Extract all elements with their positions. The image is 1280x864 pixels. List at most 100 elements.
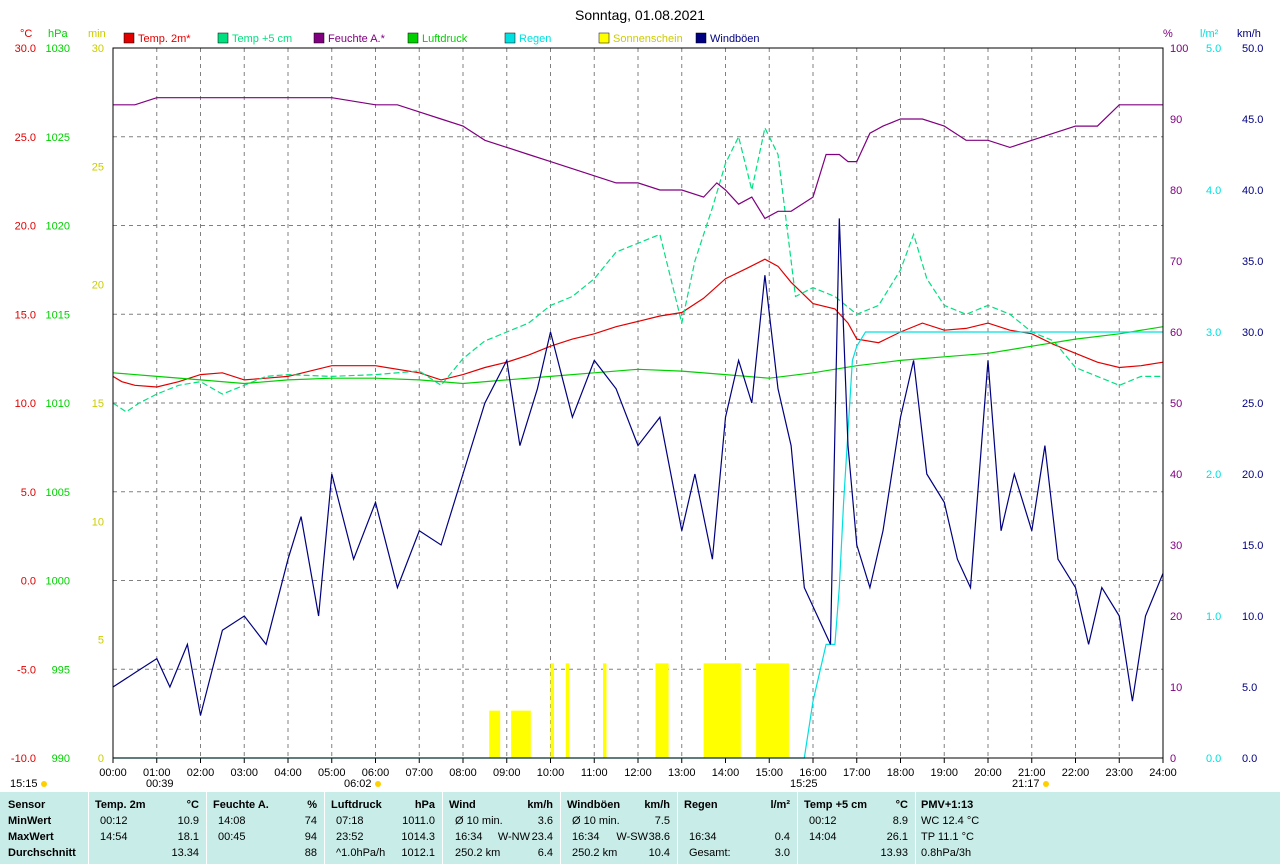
wind-dir: W-NW [497, 831, 530, 843]
humidity-value: 74 [304, 815, 317, 827]
rain-tick: 2.0 [1206, 469, 1221, 481]
time-tick: 03:00 [230, 767, 258, 779]
temp2m-value: 10.9 [177, 815, 199, 827]
moonset-label: 21:17 [1012, 778, 1040, 790]
sun-tick: 20 [92, 280, 104, 292]
rain-info: Gesamt: [689, 847, 731, 859]
moon-icon [41, 781, 47, 787]
table-separator [206, 792, 207, 864]
wind-info: Ø 10 min. [455, 815, 503, 827]
table-unit: °C [895, 799, 908, 811]
wind-tick: 40.0 [1242, 185, 1263, 197]
sunshine-bar [734, 663, 740, 758]
series-luftdruck [112, 326, 1164, 385]
temp2m-value: 18.1 [177, 831, 199, 843]
time-tick: 14:00 [712, 767, 740, 779]
weather-chart: Sonntag, 01.08.2021 Temp. 2m* Temp +5 cm F… [10, 7, 1263, 790]
sun-tick: 15 [92, 398, 104, 410]
sunshine-bar [756, 663, 789, 758]
table-separator [324, 792, 325, 864]
legend-swatch [123, 32, 135, 44]
sunshine-bars [489, 663, 789, 758]
humidity-tick: 90 [1170, 114, 1182, 126]
wind-value: 23.4 [531, 831, 553, 843]
time-tick: 04:00 [274, 767, 302, 779]
pressure-tick: 1025 [46, 132, 70, 144]
max-gust-time-label: 00:39 [146, 778, 174, 790]
humidity-tick: 80 [1170, 185, 1182, 197]
wind-tick: 30.0 [1242, 327, 1263, 339]
legend-label: Luftdruck [422, 33, 468, 45]
legend-swatch [407, 32, 419, 44]
unit-humidity: % [1163, 28, 1173, 40]
time-tick: 02:00 [187, 767, 215, 779]
table-separator [560, 792, 561, 864]
wind-tick: 45.0 [1242, 114, 1263, 126]
time-tick: 00:00 [99, 767, 127, 779]
series-regen [113, 331, 1163, 759]
rain-tick: 3.0 [1206, 327, 1221, 339]
temp5cm-value: 8.9 [892, 815, 908, 827]
table-separator [797, 792, 798, 864]
row-label: MinWert [8, 815, 52, 827]
temp-tick: -10.0 [11, 753, 36, 765]
pressure-tick: 1015 [46, 309, 70, 321]
time-tick: 11:00 [581, 767, 608, 779]
humidity-tick: 100 [1170, 43, 1188, 55]
unit-sun: min [88, 28, 106, 40]
wind-tick: 35.0 [1242, 256, 1263, 268]
legend-swatch [504, 32, 516, 44]
sunshine-bar [489, 710, 501, 758]
time-tick: 24:00 [1149, 767, 1177, 779]
time-tick: 23:00 [1105, 767, 1133, 779]
time-tick: 13:00 [668, 767, 696, 779]
rain-value: 3.0 [774, 847, 790, 859]
moonrise-label: 15:15 [10, 778, 38, 790]
legend-swatch [695, 32, 707, 44]
time-tick: 05:00 [318, 767, 346, 779]
sunshine-bar [550, 663, 554, 758]
rain-tick: 5.0 [1206, 43, 1221, 55]
legend-label: Windböen [710, 33, 760, 45]
table-header: Sensor [8, 799, 46, 811]
humidity-tick: 0 [1170, 753, 1176, 765]
pressure-tick: 1010 [46, 398, 70, 410]
time-tick: 12:00 [624, 767, 652, 779]
unit-pressure: hPa [48, 28, 68, 40]
pressure-value: 1014.3 [401, 831, 435, 843]
series-windb-en [112, 218, 1164, 716]
rain-tick: 4.0 [1206, 185, 1221, 197]
wind-value: 3.6 [537, 815, 553, 827]
legend-label: Feuchte A.* [328, 33, 386, 45]
legend-label: Temp. 2m* [138, 33, 191, 45]
wind-tick: 5.0 [1242, 682, 1257, 694]
gust-value: 7.5 [654, 815, 670, 827]
temp5cm-time: 14:04 [809, 831, 837, 843]
time-tick: 10:00 [537, 767, 565, 779]
rain-value: 0.4 [774, 831, 790, 843]
chart-title: Sonntag, 01.08.2021 [575, 7, 705, 23]
unit-wind: km/h [1237, 28, 1261, 40]
temp-tick: 10.0 [15, 398, 36, 410]
series-temp-5-cm [112, 126, 1163, 413]
legend-label: Regen [519, 33, 551, 45]
table-separator [915, 792, 916, 864]
series-lines [112, 97, 1164, 759]
plot-frame [112, 47, 1164, 759]
humidity-value: 94 [304, 831, 317, 843]
unit-rain: l/m² [1200, 28, 1219, 40]
table-unit: l/m² [770, 799, 790, 811]
sun-tick: 0 [98, 753, 104, 765]
pmv-value: WC 12.4 °C [921, 815, 980, 827]
time-markers: 15:15 00:39 06:02 15:25 21:17 [10, 778, 1049, 790]
temp-tick: 25.0 [15, 132, 36, 144]
wind-tick: 20.0 [1242, 469, 1263, 481]
statistics-table: Sensor Temp. 2m °C Feuchte A.% Luftdruck hPa W… [0, 792, 1280, 864]
rain-info: 16:34 [689, 831, 717, 843]
sun-tick: 30 [92, 43, 104, 55]
table-unit: km/h [527, 799, 553, 811]
humidity-time: 00:45 [218, 831, 246, 843]
pressure-tick: 1005 [46, 487, 70, 499]
humidity-tick: 70 [1170, 256, 1182, 268]
time-tick: 17:00 [843, 767, 871, 779]
